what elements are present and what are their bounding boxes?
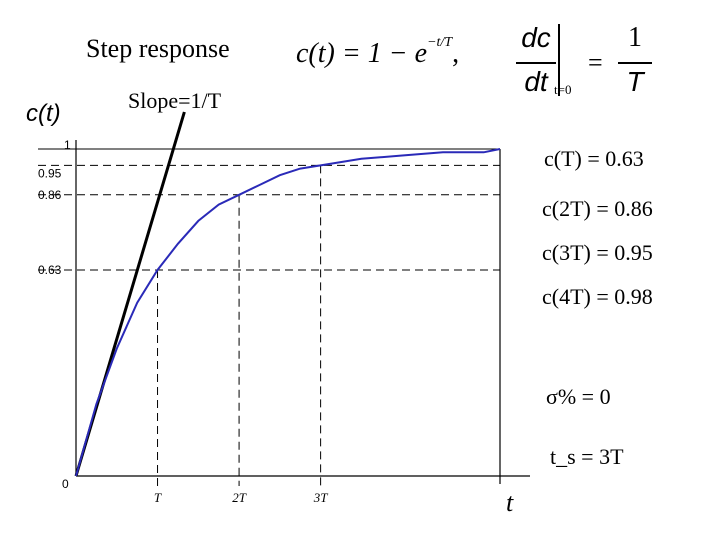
annotation-c2T: c(2T) = 0.86 — [542, 196, 653, 221]
derivative-formula: dc dt t=0 = 1 T — [516, 22, 666, 102]
derivative-fraction-bar — [516, 62, 556, 64]
formula-exponent: −t/T — [427, 35, 453, 50]
annotation-cT: c(T) = 0.63 — [544, 146, 644, 171]
annotation-c3T: c(3T) = 0.95 — [542, 240, 653, 265]
slope-label: Slope=1/T — [128, 88, 222, 113]
derivative-rhs-numerator: 1 — [628, 22, 642, 53]
x-axis-label: t — [506, 488, 514, 517]
step-response-formula: c(t) = 1 − e−t/T, — [296, 35, 460, 70]
derivative-numerator: dc — [521, 22, 551, 53]
formula-comma: , — [452, 38, 460, 69]
x-tick-label: 3T — [313, 490, 329, 505]
step-response-curve — [75, 148, 501, 477]
chart-title: Step response — [86, 34, 230, 63]
annotation-settling-time: t_s = 3T — [550, 444, 624, 469]
derivative-equals: = — [588, 48, 603, 77]
y-tick-label: 0.63 — [38, 263, 62, 277]
y-tick-label: 1 — [64, 138, 71, 152]
derivative-rhs-bar — [618, 62, 652, 64]
y-tick-label: 0 — [62, 477, 69, 491]
evaluation-bar — [558, 24, 560, 96]
derivative-evaluation-point: t=0 — [554, 82, 572, 97]
annotation-overshoot: σ% = 0 — [546, 384, 611, 409]
derivative-rhs-denominator: T — [626, 66, 644, 97]
x-tick-label: T — [154, 490, 162, 505]
formula-text: c(t) = 1 − e — [296, 38, 428, 69]
derivative-denominator: dt — [524, 66, 548, 97]
x-tick-label: 2T — [232, 490, 247, 505]
y-tick-label: 0.86 — [38, 188, 62, 202]
annotation-c4T: c(4T) = 0.98 — [542, 284, 653, 309]
y-tick-label: 0.95 — [38, 166, 62, 180]
y-axis-label: c(t) — [26, 100, 61, 127]
